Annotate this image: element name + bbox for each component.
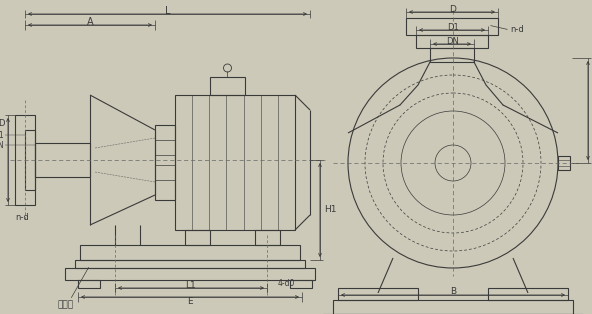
Text: 隔振垫: 隔振垫 <box>58 300 74 310</box>
Text: D1: D1 <box>0 131 4 139</box>
Text: n-d: n-d <box>510 25 524 35</box>
Text: D: D <box>449 4 456 14</box>
Bar <box>25 130 35 190</box>
Bar <box>333 300 573 314</box>
Text: A: A <box>86 17 94 27</box>
Text: E: E <box>187 296 193 306</box>
Text: L: L <box>165 6 170 16</box>
Bar <box>155 125 175 200</box>
Text: DN: DN <box>446 37 459 46</box>
Bar <box>558 156 570 170</box>
Bar <box>488 288 568 300</box>
Text: D1: D1 <box>447 24 459 33</box>
Bar <box>416 35 488 48</box>
Bar <box>15 115 35 205</box>
Bar <box>338 288 418 300</box>
Bar <box>75 260 305 268</box>
Bar <box>35 143 90 177</box>
Bar <box>65 268 315 280</box>
Bar <box>80 245 300 260</box>
Text: B: B <box>450 288 456 296</box>
Text: DN: DN <box>0 140 4 149</box>
Bar <box>430 48 474 62</box>
Bar <box>78 280 100 288</box>
Text: D: D <box>0 118 5 127</box>
Bar <box>175 95 295 230</box>
Bar <box>210 77 245 95</box>
Bar <box>255 230 280 245</box>
Bar <box>185 230 210 245</box>
Bar <box>406 18 498 35</box>
Bar <box>290 280 312 288</box>
Text: n-d: n-d <box>15 213 29 221</box>
Text: H1: H1 <box>324 205 336 214</box>
Text: L1: L1 <box>186 280 197 290</box>
Text: 4-d0: 4-d0 <box>278 279 295 288</box>
